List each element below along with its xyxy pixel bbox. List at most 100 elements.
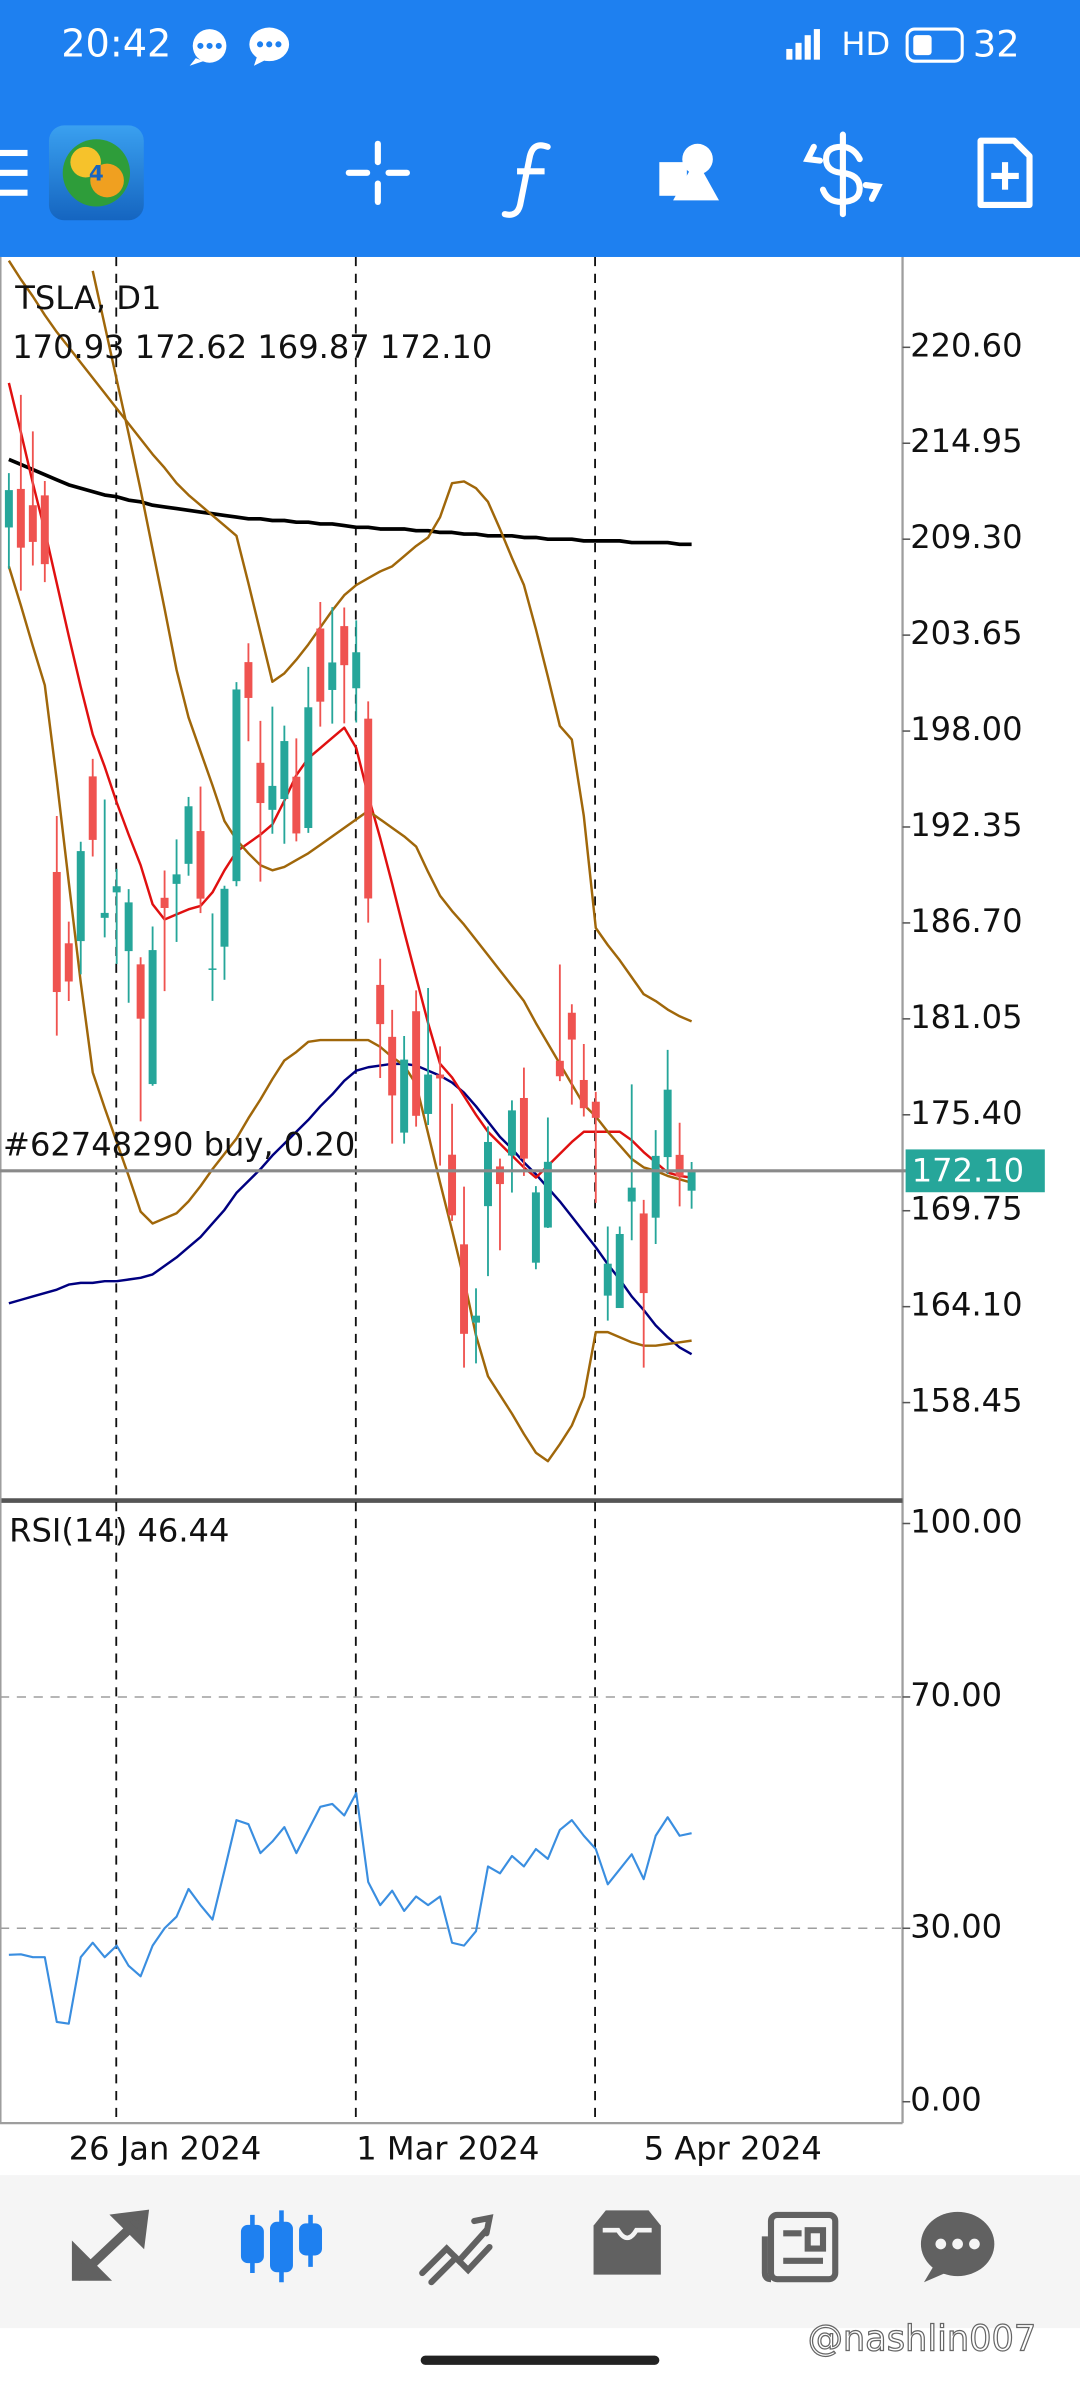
y-tick-label: 100.00: [910, 1502, 1022, 1540]
indicator-line: [8, 1062, 693, 1356]
candle-body: [148, 950, 157, 1085]
trade-button[interactable]: [803, 131, 883, 218]
candle-body: [675, 1154, 684, 1177]
indicator-line: [7, 565, 692, 1463]
candle-body: [663, 1089, 672, 1158]
candle-body: [232, 689, 241, 882]
candle-body: [388, 1036, 397, 1096]
candle-body: [484, 1141, 492, 1207]
candle-body: [340, 626, 349, 666]
indicator-line: [8, 1791, 692, 2025]
ohlc-readout: 170.93 172.62 169.87 172.10: [12, 328, 492, 366]
status-battery: 32: [973, 22, 1020, 65]
chart-frame: [0, 256, 904, 2125]
y-tick-label: 164.10: [910, 1286, 1022, 1324]
candle-body: [364, 718, 373, 899]
y-tick-label: 70.00: [910, 1676, 1002, 1714]
candle-body: [507, 1110, 516, 1156]
nav-chart[interactable]: [240, 2210, 323, 2283]
watermark: @nashlin007: [808, 2318, 1037, 2359]
candle-body: [28, 505, 37, 542]
candle-body: [112, 886, 121, 893]
candle-body: [495, 1166, 504, 1185]
app-logo[interactable]: 4: [48, 125, 144, 221]
candle-body: [579, 1079, 588, 1109]
order-label: #62748290 buy, 0.20: [3, 1125, 355, 1163]
candle-body: [639, 1213, 648, 1294]
candle-body: [376, 984, 385, 1025]
y-tick-label: 192.35: [910, 806, 1022, 844]
candle-body: [328, 662, 337, 690]
indicator-line: [7, 382, 692, 1179]
candle-body: [627, 1187, 636, 1202]
new-order-button[interactable]: [977, 137, 1033, 209]
crosshair-button[interactable]: [345, 140, 410, 205]
candle-body: [543, 1161, 552, 1228]
nav-news[interactable]: [761, 2211, 839, 2283]
battery-icon: [905, 27, 964, 63]
candle-body: [555, 1060, 564, 1077]
candle-body: [412, 1011, 421, 1116]
candle-body: [603, 1263, 612, 1296]
x-tick-label: 26 Jan 2024: [69, 2130, 261, 2168]
candle-body: [184, 806, 193, 864]
candle-body: [220, 888, 229, 947]
y-tick-label: 186.70: [910, 902, 1022, 940]
candle-body: [316, 628, 325, 702]
indicator-line: [91, 270, 692, 1184]
candle-body: [136, 964, 145, 1019]
price-panel: [4, 260, 696, 1463]
bottom-nav: [0, 2175, 1080, 2329]
y-tick-label: 158.45: [910, 1382, 1022, 1420]
y-tick-label: 169.75: [910, 1190, 1022, 1228]
candle-body: [687, 1170, 696, 1191]
x-tick-label: 5 Apr 2024: [644, 2130, 822, 2168]
rsi-title: RSI(14) 46.44: [9, 1512, 229, 1550]
candle-body: [52, 871, 61, 993]
y-tick-label: 220.60: [910, 326, 1022, 364]
candle-body: [88, 776, 97, 840]
candle-body: [100, 912, 109, 918]
plot-area: #62748290 buy, 0.20 220.60 214.95 209.30 203…: [0, 260, 1045, 2168]
objects-button[interactable]: [659, 143, 719, 201]
candle-body: [160, 897, 169, 908]
candle-body: [591, 1101, 600, 1118]
candle-body: [460, 1244, 469, 1334]
candle-body: [292, 776, 301, 834]
y-tick-label: 0.00: [910, 2081, 982, 2119]
candle-body: [400, 1059, 409, 1133]
y-tick-label: 209.30: [910, 518, 1022, 556]
y-tick-label: 30.00: [910, 1907, 1002, 1945]
y-tick-label: 198.00: [910, 710, 1022, 748]
home-indicator: [420, 2355, 660, 2365]
candle-body: [40, 495, 49, 565]
candle-body: [472, 1315, 480, 1323]
candle-body: [615, 1233, 624, 1309]
candle-body: [280, 741, 289, 799]
app-bar: [0, 0, 1080, 257]
chart-title: TSLA, D1: [14, 279, 161, 317]
candle-body: [4, 490, 13, 528]
y-tick-label: 203.65: [910, 614, 1022, 652]
candle-body: [172, 874, 181, 884]
svg-text:4: 4: [89, 161, 104, 186]
candle-body: [304, 707, 313, 829]
nav-trade[interactable]: [419, 2214, 494, 2286]
nav-history[interactable]: [593, 2210, 661, 2275]
price-tag-label: 172.10: [912, 1151, 1024, 1189]
candle-body: [196, 831, 205, 899]
candle-body: [567, 1012, 576, 1040]
candle-body: [268, 785, 277, 810]
nav-quotes[interactable]: [71, 2209, 150, 2281]
menu-button[interactable]: [0, 149, 28, 196]
indicator-line: [7, 260, 693, 1023]
indicator-line: [8, 457, 692, 547]
candle-body: [352, 652, 361, 689]
y-tick-label: 175.40: [910, 1094, 1022, 1132]
candle-body: [651, 1155, 660, 1218]
candle-body: [531, 1192, 540, 1263]
candle-body: [16, 488, 25, 548]
candle-body: [436, 1074, 445, 1079]
indicators-button[interactable]: [501, 142, 551, 218]
nav-chat[interactable]: [920, 2211, 995, 2283]
